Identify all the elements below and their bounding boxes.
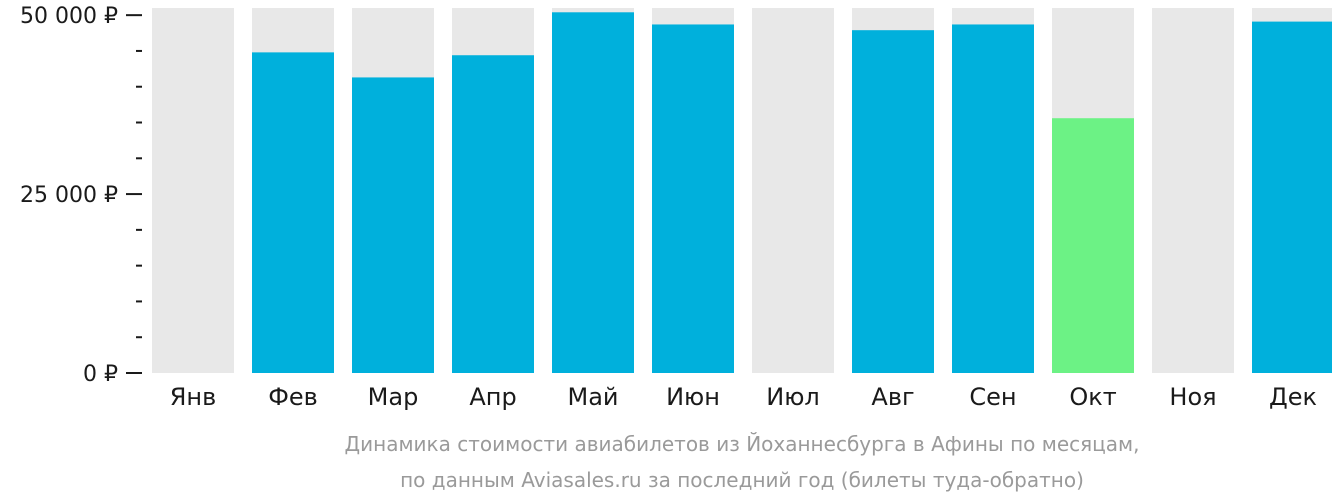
bar-month-2[interactable] <box>252 52 334 373</box>
x-tick-label-month-7: Июл <box>766 383 820 411</box>
x-tick-label-month-12: Дек <box>1269 383 1317 411</box>
bars-layer <box>152 8 1332 374</box>
bar-month-3[interactable] <box>352 77 434 373</box>
caption-line-2: по данным Aviasales.ru за последний год … <box>400 468 1084 492</box>
bar-month-6[interactable] <box>652 24 734 373</box>
chart-caption: Динамика стоимости авиабилетов из Йоханн… <box>345 432 1140 492</box>
x-tick-label-month-2: Фев <box>268 383 318 411</box>
y-axis: 0 ₽ 25 000 ₽ 50 000 ₽ <box>20 4 142 387</box>
bar-month-8[interactable] <box>852 30 934 373</box>
y-tick-label-1: 25 000 ₽ <box>20 183 118 208</box>
x-tick-label-month-3: Мар <box>368 383 419 411</box>
bar-background-month-7 <box>752 8 834 373</box>
bar-month-4[interactable] <box>452 55 534 374</box>
x-tick-label-month-9: Сен <box>969 383 1016 411</box>
x-axis: Янв Фев Мар Апр Май Июн Июл Авг Сен Окт Ноя Дек <box>170 383 1317 411</box>
x-tick-label-month-6: Июн <box>666 383 720 411</box>
x-tick-label-month-8: Авг <box>871 383 914 411</box>
x-tick-label-month-1: Янв <box>170 383 217 411</box>
x-tick-label-month-4: Апр <box>469 383 516 411</box>
x-tick-label-month-10: Окт <box>1069 383 1116 411</box>
bar-month-12[interactable] <box>1252 21 1332 373</box>
y-tick-label-2: 50 000 ₽ <box>20 4 118 29</box>
bar-background-month-1 <box>152 8 234 373</box>
y-tick-label-0: 0 ₽ <box>83 362 118 387</box>
bar-month-9[interactable] <box>952 24 1034 373</box>
bar-background-month-11 <box>1152 8 1234 373</box>
x-tick-label-month-5: Май <box>567 383 618 411</box>
bar-month-5[interactable] <box>552 12 634 373</box>
caption-line-1: Динамика стоимости авиабилетов из Йоханн… <box>345 432 1140 456</box>
bar-month-10[interactable] <box>1052 118 1134 373</box>
x-tick-label-month-11: Ноя <box>1169 383 1216 411</box>
